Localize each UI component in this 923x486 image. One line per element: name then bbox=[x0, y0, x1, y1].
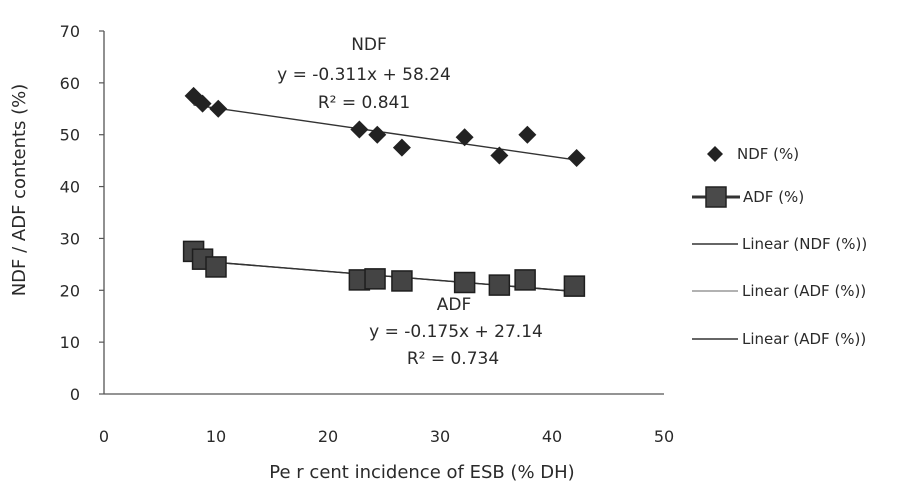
y-tick-label: 70 bbox=[60, 22, 80, 41]
ndf-point bbox=[455, 128, 474, 147]
x-tick-label: 0 bbox=[99, 427, 109, 446]
adf-point bbox=[488, 274, 511, 296]
data-points bbox=[182, 86, 586, 297]
ndf-equation: y = -0.311x + 58.24 bbox=[277, 65, 451, 85]
legend: NDF (%) ADF (%) Linear (NDF (%)) Linear … bbox=[692, 145, 867, 348]
adf-r-squared: R² = 0.734 bbox=[407, 349, 499, 369]
x-tick-label: 20 bbox=[318, 427, 338, 446]
ndf-point bbox=[350, 120, 369, 139]
legend-item-ndf: NDF (%) bbox=[707, 145, 799, 163]
y-tick-label: 40 bbox=[60, 178, 80, 197]
legend-label: ADF (%) bbox=[743, 188, 804, 206]
ndf-point bbox=[490, 146, 509, 165]
x-tick-label: 10 bbox=[206, 427, 226, 446]
ndf-point bbox=[392, 138, 411, 157]
y-tick-label: 0 bbox=[70, 385, 80, 404]
ndf-r-squared: R² = 0.841 bbox=[318, 93, 410, 113]
ndf-point bbox=[209, 99, 228, 118]
trend-lines bbox=[193, 104, 577, 293]
adf-equation: y = -0.175x + 27.14 bbox=[369, 322, 543, 342]
y-axis-title: NDF / ADF contents (%) bbox=[9, 84, 30, 297]
legend-item-adf-trend: Linear (ADF (%)) bbox=[692, 282, 866, 300]
y-tick-label: 30 bbox=[60, 229, 80, 248]
ndf-annotation: NDF y = -0.311x + 58.24 R² = 0.841 bbox=[277, 35, 451, 113]
y-tick-label: 20 bbox=[60, 281, 80, 300]
legend-label: Linear (ADF (%)) bbox=[742, 282, 866, 300]
y-tick-label: 10 bbox=[60, 333, 80, 352]
legend-diamond-icon bbox=[707, 146, 723, 162]
ndf-point bbox=[368, 125, 387, 144]
x-tick-label: 50 bbox=[654, 427, 674, 446]
y-axis-ticks: 0 10 20 30 40 50 60 70 bbox=[60, 22, 104, 404]
adf-point bbox=[514, 269, 536, 291]
adf-annotation-name: ADF bbox=[437, 295, 472, 315]
ndf-point bbox=[193, 94, 212, 113]
legend-item-ndf-trend: Linear (NDF (%)) bbox=[692, 235, 867, 253]
trendline bbox=[193, 104, 577, 161]
adf-point bbox=[453, 271, 476, 294]
ndf-point bbox=[567, 149, 586, 168]
legend-label: Linear (NDF (%)) bbox=[742, 235, 867, 253]
ndf-annotation-name: NDF bbox=[351, 35, 387, 55]
legend-label: Linear (ADF (%)) bbox=[742, 330, 866, 348]
x-axis-title: Pe r cent incidence of ESB (% DH) bbox=[269, 462, 574, 483]
legend-square-icon bbox=[705, 186, 727, 208]
x-axis-ticks: 0 10 20 30 40 50 bbox=[99, 427, 674, 446]
ndf-point bbox=[518, 125, 537, 144]
legend-label: NDF (%) bbox=[737, 145, 799, 163]
x-tick-label: 30 bbox=[430, 427, 450, 446]
x-tick-label: 40 bbox=[542, 427, 562, 446]
adf-point bbox=[364, 268, 386, 290]
y-tick-label: 60 bbox=[60, 74, 80, 93]
adf-point bbox=[205, 256, 227, 278]
y-tick-label: 50 bbox=[60, 126, 80, 145]
adf-point bbox=[391, 270, 413, 292]
legend-item-adf-trend-2: Linear (ADF (%)) bbox=[692, 330, 866, 348]
legend-item-adf: ADF (%) bbox=[692, 186, 804, 208]
adf-point bbox=[563, 275, 586, 297]
adf-annotation: ADF y = -0.175x + 27.14 R² = 0.734 bbox=[369, 295, 543, 369]
